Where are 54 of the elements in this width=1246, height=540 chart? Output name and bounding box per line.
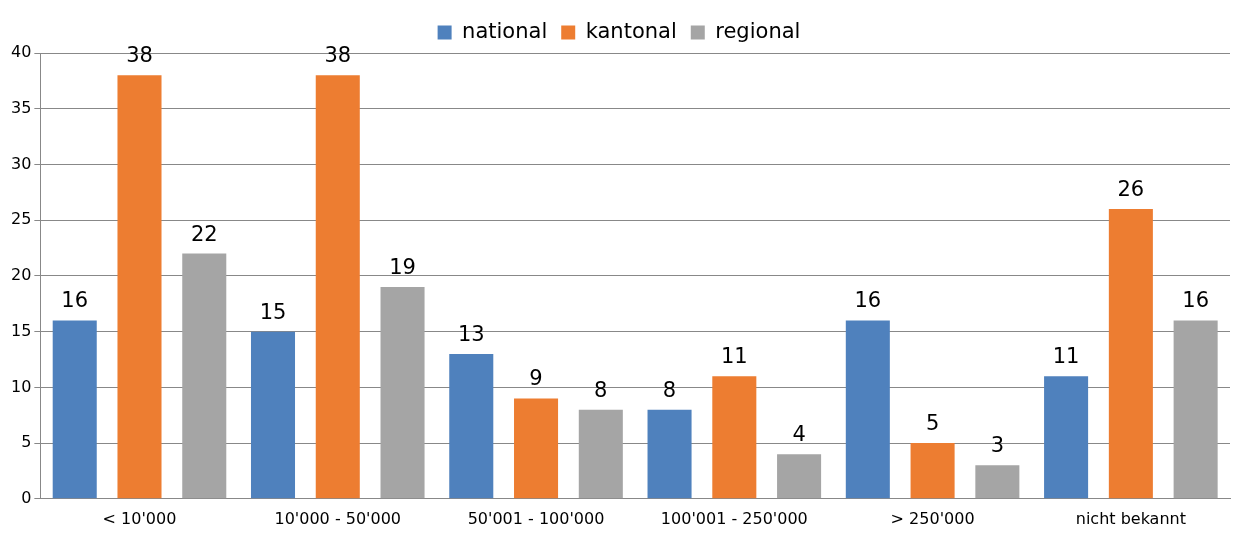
data-label: 4 [792,422,806,447]
bar [975,465,1020,499]
data-label: 19 [389,255,416,279]
legend-label: national [462,18,548,43]
data-label: 15 [259,299,287,324]
bar [117,75,162,499]
bar [712,376,757,499]
bar [380,287,425,499]
y-tick-label: 10 [11,376,32,396]
bar [52,320,97,499]
y-tick-label: 0 [21,487,32,507]
bar [1173,320,1218,499]
data-label: 38 [126,43,153,68]
legend-label: kantonal [585,18,677,43]
data-label: 16 [61,288,89,313]
x-tick-label: 10'000 - 50'000 [274,508,402,528]
x-tick-label: nicht bekannt [1075,508,1186,528]
x-tick-label: > 250'000 [890,508,975,528]
data-label: 9 [529,366,543,391]
legend-label: regional [715,18,801,43]
data-label: 11 [1052,344,1080,369]
x-tick-label: 50'001 - 100'000 [467,508,605,528]
x-tick-label: < 10'000 [102,508,177,528]
bar [182,253,227,499]
x-tick-label: 100'001 - 250'000 [660,508,808,528]
bar [910,443,955,499]
y-tick-label: 25 [11,209,32,229]
bar [1044,376,1089,499]
y-tick-label: 5 [21,432,32,452]
y-tick-label: 40 [11,42,32,62]
y-tick-label: 35 [11,97,32,117]
bar [777,454,822,499]
y-tick-label: 20 [11,265,32,285]
data-label: 22 [190,221,218,246]
data-label: 16 [854,288,882,313]
bar [647,409,692,499]
data-label: 16 [1182,288,1209,313]
data-label: 8 [662,377,677,402]
data-label: 13 [457,321,485,346]
data-label: 8 [594,377,608,402]
bar [578,409,623,499]
bar [449,353,494,499]
data-label: 11 [720,344,748,369]
bar [514,398,559,499]
data-label: 38 [324,43,352,68]
data-label: 3 [990,433,1005,458]
data-label: 5 [925,411,940,436]
bar [250,331,296,499]
y-tick-label: 30 [11,153,32,173]
bar [315,75,360,499]
bar [845,320,890,499]
y-tick-label: 15 [11,320,32,340]
bar [1108,209,1153,499]
data-label: 26 [1117,176,1145,201]
